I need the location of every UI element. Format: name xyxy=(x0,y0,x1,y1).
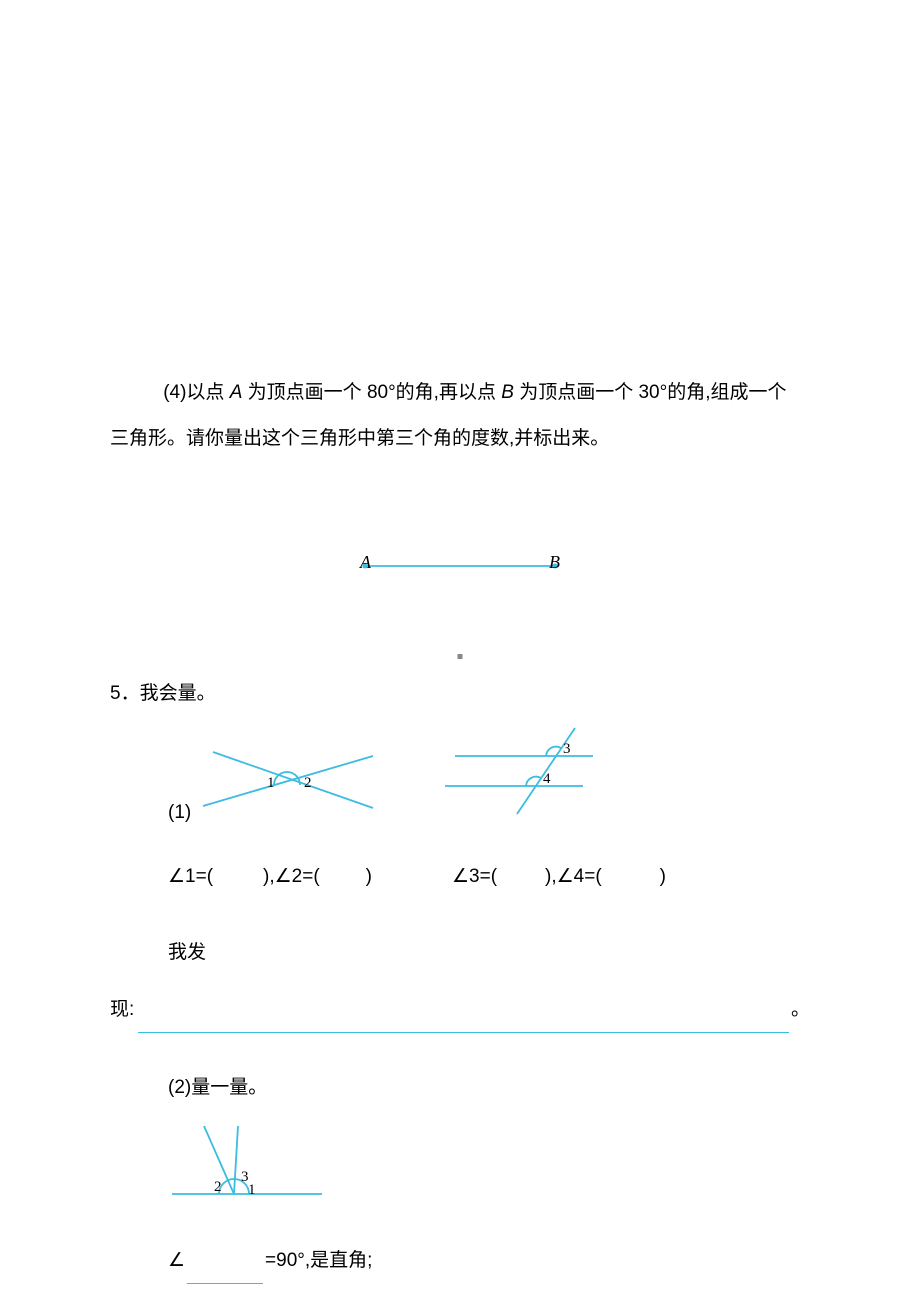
diagram-1: 1 2 xyxy=(195,738,381,836)
finding-end: 。 xyxy=(791,987,810,1033)
line-ab-figure: A B xyxy=(110,543,810,589)
angle-prefix: ∠ xyxy=(168,1238,185,1284)
label-A: A xyxy=(360,541,371,584)
finding-xian: 现: xyxy=(110,987,134,1033)
q4-para2: 三角形。请你量出这个三角形中第三个角的度数,并标出来。 xyxy=(110,416,810,462)
q5-finding-line2: 现: 。 xyxy=(110,987,810,1033)
label-B: B xyxy=(549,541,560,584)
svg-text:2: 2 xyxy=(214,1179,222,1195)
q5-sub2: (2)量一量。 xyxy=(168,1065,810,1111)
line-ab-svg xyxy=(362,561,558,571)
q5-sub1: (1) xyxy=(168,790,191,836)
a5: ),∠4=( xyxy=(545,866,602,887)
q4-pointB: B xyxy=(501,382,514,403)
q4-mid1: 为顶点画一个 80°的角,再以点 xyxy=(242,382,501,403)
a3: ) xyxy=(366,866,372,887)
q5-title: 5．我会量。 xyxy=(110,671,810,717)
angle-suffix: =90°,是直角; xyxy=(265,1238,372,1284)
q4-mid2: 为顶点画一个 30°的角,组成一个 xyxy=(514,382,787,403)
finding-underline xyxy=(138,1013,789,1033)
q5-angles-row: ∠1=( ),∠2=() ∠3=( ),∠4=() xyxy=(168,854,810,900)
q4-prefix: (4)以点 xyxy=(163,382,230,403)
a1: ∠1=( xyxy=(168,866,213,887)
q5-section: 5．我会量。 (1) 1 2 3 xyxy=(110,671,810,1284)
q5-finding-prefix: 我发 xyxy=(168,930,810,976)
svg-text:4: 4 xyxy=(543,771,551,787)
svg-text:1: 1 xyxy=(267,775,275,791)
q4-pointA: A xyxy=(230,382,243,403)
q5-diagrams-row: (1) 1 2 3 4 xyxy=(110,724,810,836)
right-angle-row: ∠ =90°,是直角; xyxy=(168,1238,810,1284)
svg-text:2: 2 xyxy=(304,775,312,791)
svg-text:1: 1 xyxy=(248,1182,256,1198)
a6: ) xyxy=(660,866,666,887)
page-content: (4)以点 A 为顶点画一个 80°的角,再以点 B 为顶点画一个 30°的角,… xyxy=(110,370,810,1284)
a2: ),∠2=( xyxy=(263,866,320,887)
diagram-3: 2 3 1 xyxy=(168,1122,810,1220)
q4-para1: (4)以点 A 为顶点画一个 80°的角,再以点 B 为顶点画一个 30°的角,… xyxy=(110,370,810,416)
angle-underline xyxy=(187,1264,263,1284)
a4: ∠3=( xyxy=(452,866,497,887)
diagram-2: 3 4 xyxy=(435,724,605,836)
svg-text:3: 3 xyxy=(563,741,571,757)
